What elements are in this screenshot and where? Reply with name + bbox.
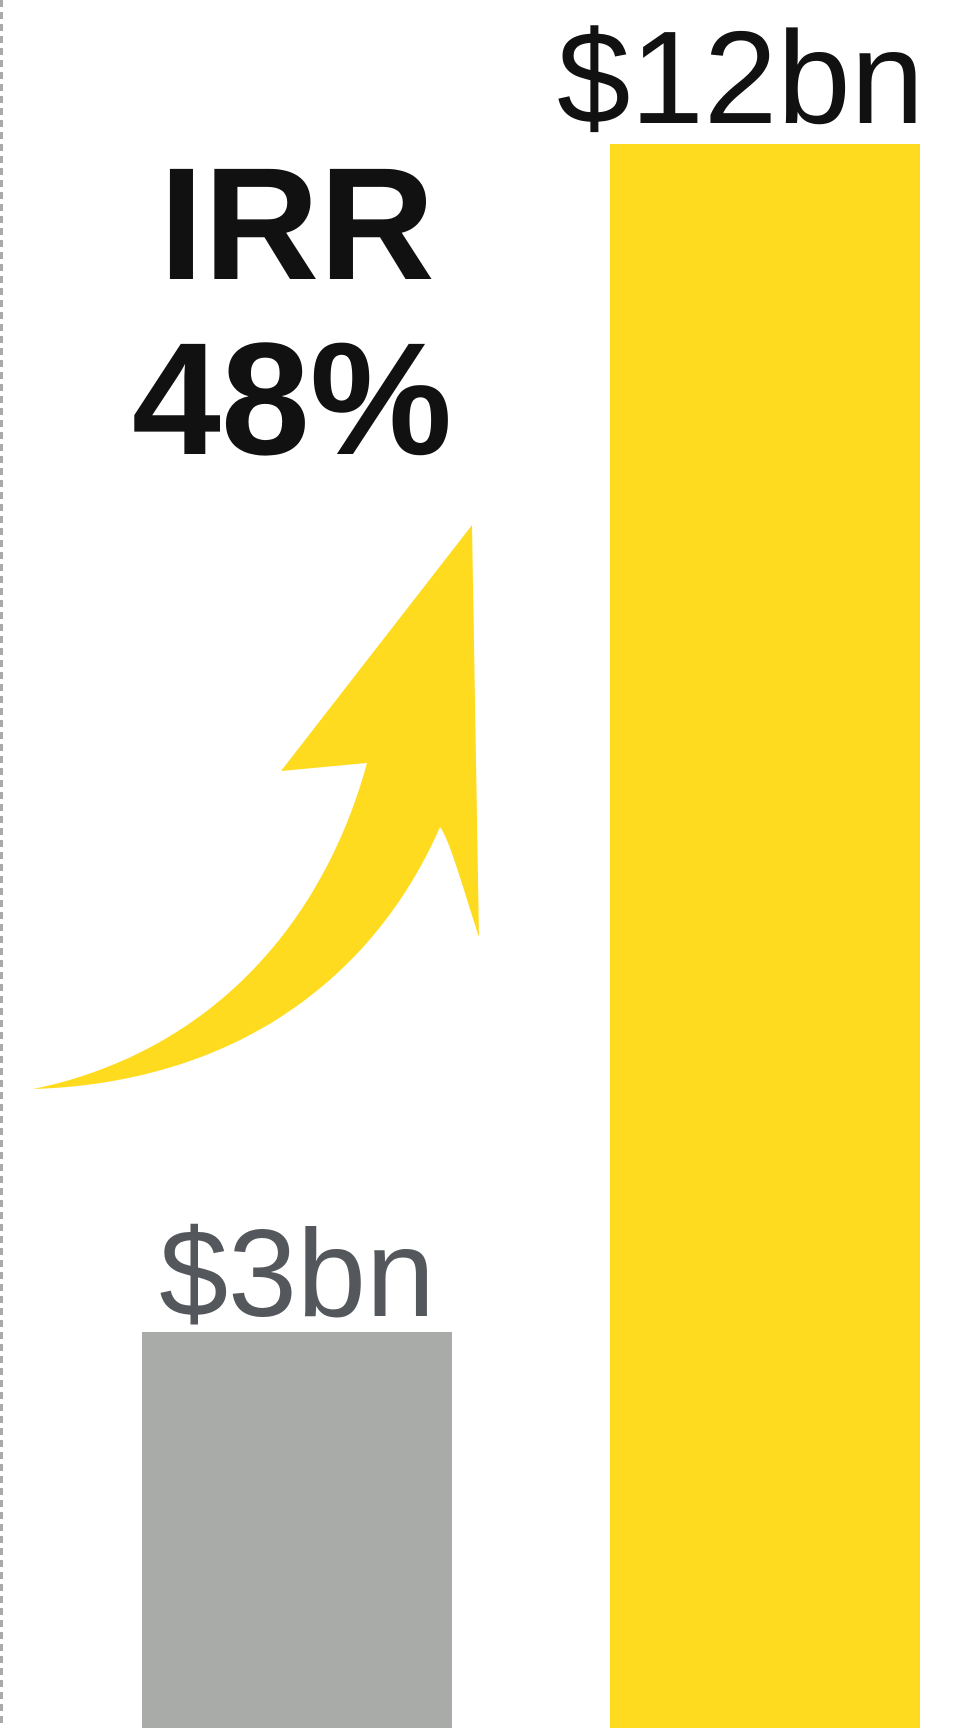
bar (610, 144, 920, 1728)
growth-arrow (33, 525, 479, 1089)
annotation-title: IRR (159, 134, 435, 313)
bar (142, 1332, 452, 1728)
value-label: $12bn (557, 4, 924, 151)
annotation-value: 48% (132, 309, 452, 488)
value-label: $3bn (159, 1205, 435, 1343)
